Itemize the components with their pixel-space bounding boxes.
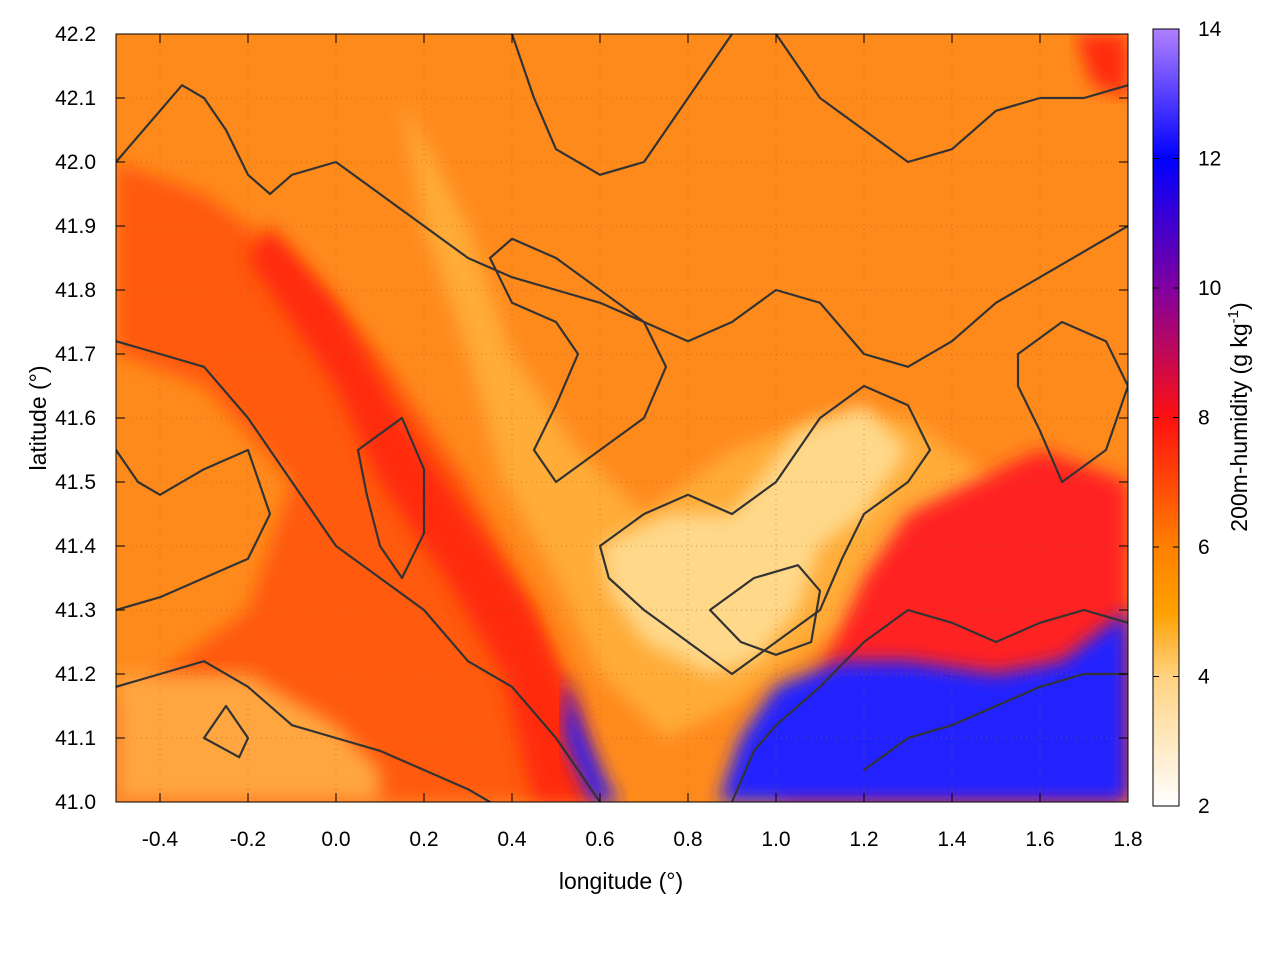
x-tick-label-10: 1.6 bbox=[1025, 828, 1054, 851]
x-tick-label-7: 1.0 bbox=[761, 828, 790, 851]
x-tick-label-3: 0.2 bbox=[409, 828, 438, 851]
y-axis-label: latitude (°) bbox=[25, 365, 51, 470]
colorbar-label-sup: -1 bbox=[1225, 310, 1242, 323]
contour-line-5 bbox=[708, 564, 822, 656]
humidity-region-7 bbox=[718, 610, 1128, 802]
colorbar-tick-label-4: 10 bbox=[1198, 277, 1221, 300]
contour-line-2 bbox=[116, 448, 272, 612]
colorbar-label-end: ) bbox=[1226, 302, 1252, 310]
x-axis-label: longitude (°) bbox=[559, 868, 683, 894]
contour-lines bbox=[116, 34, 1128, 802]
contour-line-9 bbox=[774, 34, 1128, 164]
y-tick-label-3: 41.3 bbox=[55, 599, 96, 622]
plot-area bbox=[115, 33, 1129, 803]
colorbar-tick-label-2: 6 bbox=[1198, 536, 1210, 559]
colorbar-label-main: 200m-humidity (g kg bbox=[1226, 323, 1252, 531]
contour-line-12 bbox=[1016, 320, 1128, 484]
x-tick-label-0: -0.4 bbox=[142, 828, 179, 851]
x-tick-label-6: 0.8 bbox=[673, 828, 702, 851]
y-tick-label-0: 41.0 bbox=[55, 791, 96, 814]
x-axis-tick-labels: -0.4 -0.2 0.0 0.2 0.4 0.6 0.8 1.0 1.2 1.4 1.6 1.8 bbox=[142, 828, 1143, 851]
y-tick-label-10: 42.0 bbox=[55, 151, 96, 174]
y-tick-label-5: 41.5 bbox=[55, 471, 96, 494]
contour-line-3 bbox=[116, 660, 492, 802]
y-tick-label-12: 42.2 bbox=[55, 23, 96, 46]
contour-line-10 bbox=[202, 704, 250, 759]
humidity-region-5 bbox=[600, 405, 908, 674]
y-tick-label-2: 41.2 bbox=[55, 663, 96, 686]
x-tick-label-8: 1.2 bbox=[849, 828, 878, 851]
contour-line-4 bbox=[598, 384, 932, 676]
contour-line-7 bbox=[862, 672, 1128, 772]
x-tick-label-5: 0.6 bbox=[585, 828, 614, 851]
colorbar-tick-label-3: 8 bbox=[1198, 407, 1210, 430]
humidity-region-9 bbox=[1075, 34, 1128, 98]
y-tick-label-7: 41.7 bbox=[55, 343, 96, 366]
y-tick-label-1: 41.1 bbox=[55, 727, 96, 750]
colorbar: 2 4 6 8 10 12 14 200m-humidity (g kg-1) bbox=[1152, 18, 1252, 818]
colorbar-tick-label-6: 14 bbox=[1198, 18, 1222, 41]
y-axis-tick-labels: 41.0 41.1 41.2 41.3 41.4 41.5 41.6 41.7 41.8 41.9… bbox=[55, 23, 96, 814]
x-tick-label-9: 1.4 bbox=[937, 828, 967, 851]
x-tick-label-2: 0.0 bbox=[321, 828, 350, 851]
y-tick-label-6: 41.6 bbox=[55, 407, 96, 430]
y-tick-label-4: 41.4 bbox=[55, 535, 96, 558]
contour-line-6 bbox=[730, 608, 1128, 802]
contour-line-11 bbox=[488, 237, 668, 484]
contour-line-1 bbox=[116, 340, 602, 802]
colorbar-tick-labels: 2 4 6 8 10 12 14 bbox=[1153, 18, 1222, 818]
y-tick-label-11: 42.1 bbox=[55, 87, 96, 110]
colorbar-tick-label-1: 4 bbox=[1198, 666, 1210, 689]
contour-line-13 bbox=[356, 416, 426, 580]
axis-tick-marks bbox=[116, 33, 1129, 803]
y-tick-label-9: 41.9 bbox=[55, 215, 96, 238]
x-tick-label-1: -0.2 bbox=[230, 828, 266, 851]
colorbar-label: 200m-humidity (g kg-1) bbox=[1225, 302, 1252, 531]
colorbar-tick-label-5: 12 bbox=[1198, 148, 1221, 171]
humidity-region-1 bbox=[116, 162, 600, 802]
colorbar-tick-label-0: 2 bbox=[1198, 795, 1210, 818]
y-tick-label-8: 41.8 bbox=[55, 279, 96, 302]
x-tick-label-11: 1.8 bbox=[1113, 828, 1142, 851]
contour-line-0 bbox=[116, 84, 1128, 368]
x-tick-label-4: 0.4 bbox=[497, 828, 527, 851]
contour-line-8 bbox=[510, 34, 734, 176]
